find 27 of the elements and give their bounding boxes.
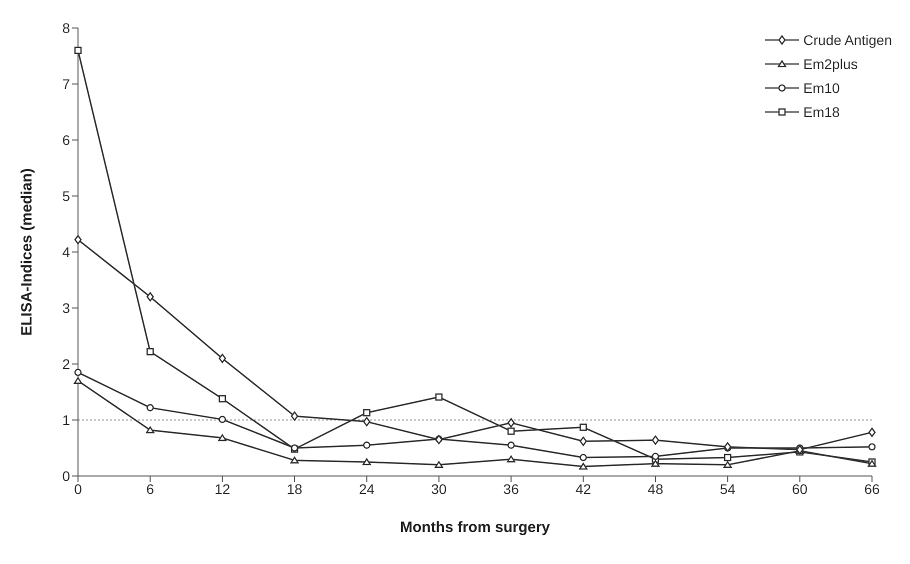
y-tick-label: 3	[62, 300, 70, 316]
x-tick-label: 42	[575, 480, 592, 497]
x-tick-label: 54	[720, 480, 736, 497]
x-tick-label: 0	[74, 480, 82, 497]
y-tick-label: 6	[62, 132, 70, 148]
x-tick-label: 24	[358, 480, 375, 497]
x-tick-label: 66	[864, 480, 880, 497]
y-tick-label: 1	[62, 412, 70, 428]
y-tick-label: 2	[62, 356, 70, 372]
y-tick-label: 8	[62, 20, 70, 36]
x-tick-label: 12	[214, 480, 230, 497]
legend-label: Em18	[803, 104, 840, 120]
y-axis-title: ELISA-Indices (median)	[18, 168, 36, 336]
y-tick-label: 0	[62, 468, 70, 484]
x-tick-label: 48	[648, 480, 664, 497]
y-tick-label: 4	[62, 244, 70, 260]
y-tick-label: 5	[62, 188, 70, 204]
x-axis-title: Months from surgery	[400, 519, 551, 536]
legend-label: Em2plus	[803, 56, 858, 72]
x-tick-label: 36	[503, 480, 520, 497]
y-tick-label: 7	[62, 76, 70, 92]
legend-label: Crude Antigen	[803, 32, 892, 48]
x-tick-label: 18	[286, 480, 303, 497]
x-tick-label: 6	[146, 480, 154, 497]
x-tick-label: 30	[431, 480, 447, 497]
legend-label: Em10	[803, 80, 840, 96]
x-tick-label: 60	[792, 480, 808, 497]
